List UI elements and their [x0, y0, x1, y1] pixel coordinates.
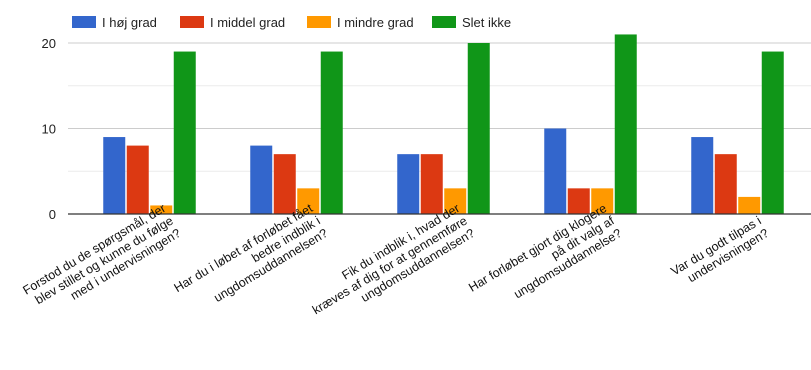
- y-tick-label: 10: [42, 122, 56, 137]
- legend-swatch: [72, 16, 96, 28]
- bar: [691, 137, 714, 214]
- bar: [250, 145, 273, 214]
- legend: I høj grad I middel grad I mindre grad Slet…: [72, 15, 511, 30]
- legend-item: I mindre grad: [307, 15, 414, 30]
- legend-item: Slet ikke: [432, 15, 511, 30]
- bar: [567, 188, 590, 214]
- bar: [297, 188, 320, 214]
- bar: [273, 154, 296, 214]
- bar: [544, 128, 567, 214]
- bar: [150, 205, 173, 214]
- bar: [320, 51, 343, 214]
- bars: [103, 34, 784, 215]
- bar: [103, 137, 126, 214]
- legend-item: I høj grad: [72, 15, 157, 30]
- bar: [173, 51, 196, 214]
- legend-label: I høj grad: [102, 15, 157, 30]
- y-tick-label: 20: [42, 36, 56, 51]
- x-tick-label-line: blev stillet og kunne du følge: [33, 214, 176, 308]
- legend-label: Slet ikke: [462, 15, 511, 30]
- bar: [614, 34, 637, 215]
- bar: [397, 154, 420, 214]
- bar: [467, 43, 490, 214]
- bar: [591, 188, 614, 214]
- legend-item: I middel grad: [180, 15, 285, 30]
- bar: [126, 145, 149, 214]
- bar: [761, 51, 784, 214]
- bar: [420, 154, 443, 214]
- x-tick-label-line: kræves af dig for at gennemføre: [310, 214, 470, 318]
- legend-swatch: [307, 16, 331, 28]
- bar: [738, 196, 761, 214]
- axes: 0 10 20: [42, 36, 811, 222]
- legend-label: I mindre grad: [337, 15, 414, 30]
- bar: [714, 154, 737, 214]
- legend-label: I middel grad: [210, 15, 285, 30]
- y-tick-label: 0: [49, 207, 56, 222]
- legend-swatch: [180, 16, 204, 28]
- legend-swatch: [432, 16, 456, 28]
- bar: [444, 188, 467, 214]
